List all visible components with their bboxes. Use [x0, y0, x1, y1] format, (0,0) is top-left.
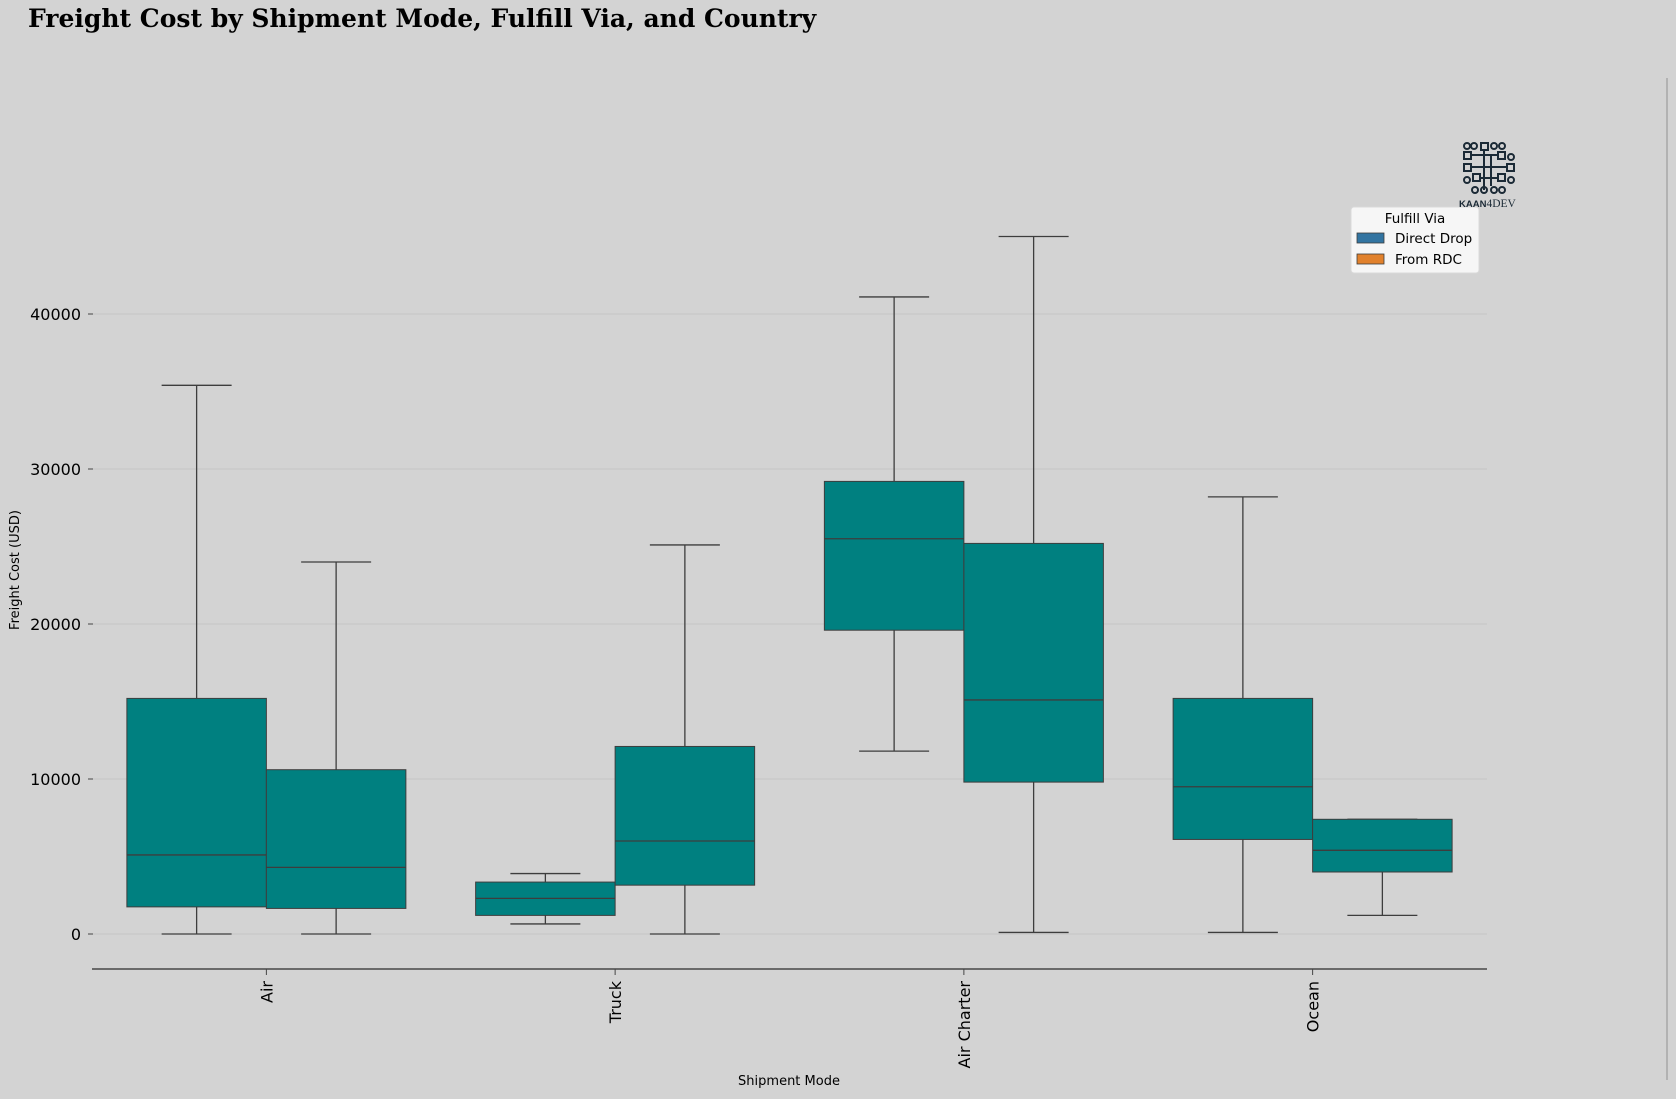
- brand-logo: KAAN4DEV: [1459, 142, 1517, 210]
- y-tick-label: 0: [71, 925, 81, 944]
- box-body: [126, 697, 267, 908]
- y-tick-label: 30000: [30, 460, 81, 479]
- box-body: [1172, 697, 1314, 840]
- legend-title: Fulfill Via: [1385, 211, 1446, 227]
- y-axis: 0 10000 20000 30000 40000: [30, 305, 93, 944]
- box-from-rdc-air-charter: [963, 235, 1104, 934]
- circuit-brain-icon: [1463, 142, 1515, 194]
- box-direct-drop-air-charter: [823, 296, 965, 752]
- logo-wordmark: KAAN4DEV: [1459, 198, 1517, 210]
- y-axis-label: Freight Cost (USD): [8, 510, 23, 630]
- y-tick-label: 40000: [30, 305, 81, 324]
- box-body: [823, 480, 965, 631]
- x-axis: Air Truck Air Charter Ocean: [92, 968, 1487, 1069]
- box-from-rdc-ocean: [1312, 818, 1453, 917]
- box-body: [963, 542, 1104, 783]
- x-tick-label: Ocean: [1304, 981, 1323, 1032]
- y-tick-label: 10000: [30, 770, 81, 789]
- legend-swatch: [1356, 232, 1385, 244]
- legend-swatch: [1356, 253, 1385, 265]
- x-tick-label: Air: [257, 981, 276, 1003]
- box-from-rdc-air: [265, 561, 407, 935]
- box-body: [1312, 818, 1453, 873]
- chart-title: Freight Cost by Shipment Mode, Fulfill V…: [28, 4, 817, 33]
- logo-wordmark-regular: 4DEV: [1486, 198, 1516, 210]
- logo-wordmark-bold: KAAN: [1459, 199, 1487, 210]
- box-direct-drop-truck: [475, 872, 616, 925]
- y-tick-label: 20000: [30, 615, 81, 634]
- legend-label: Direct Drop: [1395, 231, 1472, 247]
- box-body: [614, 745, 756, 886]
- box-direct-drop-ocean: [1172, 496, 1314, 934]
- box-direct-drop-air: [126, 384, 267, 935]
- x-axis-label: Shipment Mode: [738, 1074, 840, 1089]
- x-tick-label: Truck: [606, 980, 625, 1024]
- box-body: [265, 769, 407, 909]
- box-from-rdc-truck: [614, 544, 756, 935]
- legend-items: Direct Drop From RDC: [1356, 231, 1472, 268]
- boxes: [126, 235, 1453, 935]
- legend: Fulfill Via Direct Drop From RDC: [1350, 206, 1480, 274]
- legend-label: From RDC: [1395, 252, 1462, 268]
- x-tick-label: Air Charter: [955, 981, 974, 1069]
